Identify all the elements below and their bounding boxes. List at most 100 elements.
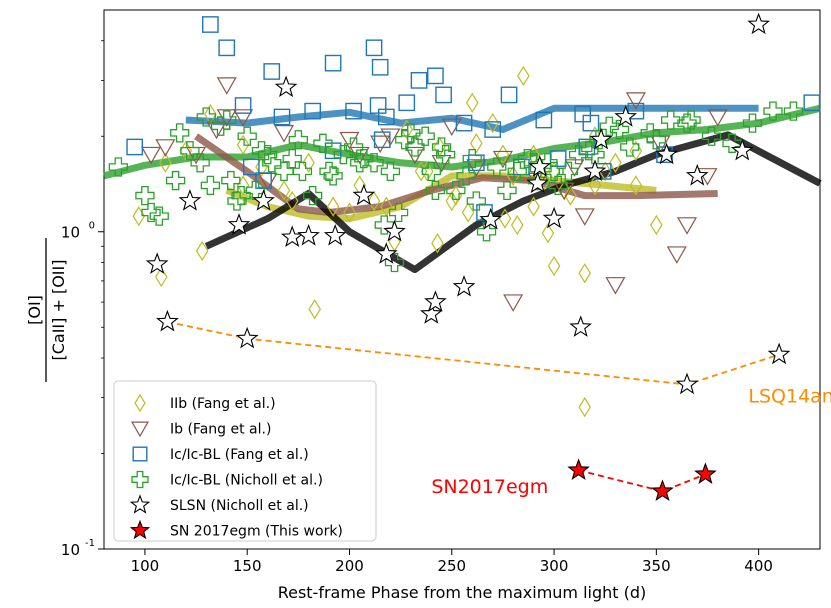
marker-iib (159, 152, 172, 173)
marker-icbl (455, 114, 473, 132)
legend-marker-slsn (129, 494, 151, 514)
marker-nichollic (568, 144, 589, 165)
y-tick-label: 10 (61, 541, 80, 559)
x-tick-label: 400 (744, 557, 773, 575)
marker-slsn (452, 275, 476, 297)
x-tick-label: 250 (437, 557, 466, 575)
marker-iib (498, 208, 512, 229)
marker-nichollic (456, 166, 476, 186)
marker-nichollic (237, 126, 257, 146)
marker-icbl (371, 58, 389, 76)
marker-iib (465, 92, 479, 113)
marker-icbl (273, 108, 291, 126)
marker-nichollic (620, 137, 640, 157)
marker-nichollic (303, 185, 323, 206)
marker-slsn (569, 315, 592, 337)
marker-lsq14an (675, 372, 699, 395)
marker-nichollic (258, 144, 278, 165)
marker-nichollic (466, 191, 486, 211)
marker-nichollic (585, 144, 605, 165)
marker-slsn (323, 224, 347, 246)
marker-iib (154, 266, 168, 288)
marker-iib (588, 175, 602, 196)
marker-iib (578, 396, 592, 418)
marker-iib (629, 140, 643, 161)
marker-icbl (582, 114, 600, 132)
marker-nichollic (661, 110, 681, 130)
marker-nichollic (108, 157, 128, 177)
marker-iib (343, 202, 356, 223)
marker-lsq14an (235, 326, 259, 349)
marker-iib (204, 103, 217, 125)
marker-nichollic (190, 153, 210, 173)
marker-icbl (242, 158, 260, 176)
legend-label-sn2017egm: SN 2017egm (This work) (170, 524, 343, 540)
legend: IIb (Fang et al.) Ib (Fang et al.) Ic/Ic-B… (113, 380, 377, 542)
marker-iib (578, 263, 592, 284)
marker-icbl (218, 39, 236, 57)
connector-lsq14an (167, 320, 780, 386)
marker-ib (564, 159, 585, 177)
marker-icbl (324, 54, 342, 72)
x-tick-label: 300 (540, 557, 569, 575)
marker-ib (574, 208, 595, 226)
x-tick-label: 350 (642, 557, 671, 575)
marker-nichollic (681, 110, 701, 130)
marker-slsn (526, 171, 549, 194)
marker-icbl (373, 131, 391, 149)
marker-nichollic (354, 148, 374, 169)
marker-nichollic (646, 130, 666, 150)
marker-slsn (178, 189, 202, 211)
marker-ib (503, 294, 524, 312)
marker-nichollic (401, 123, 421, 143)
marker-ib (206, 121, 227, 140)
y-tick-label-exponent: -1 (85, 538, 95, 549)
legend-marker-nichollic (131, 470, 149, 489)
marker-nichollic (462, 148, 482, 169)
marker-sn2017egm (567, 458, 590, 480)
marker-slsn (375, 242, 398, 264)
marker-iib (510, 214, 524, 236)
y-axis-label-numerator: [OI] (25, 295, 44, 325)
marker-ib (625, 92, 646, 110)
marker-nichollic (292, 161, 313, 182)
marker-slsn (479, 207, 503, 230)
marker-icbl (304, 102, 322, 120)
marker-ib (273, 125, 295, 143)
marker-nichollic (415, 126, 435, 146)
marker-slsn (614, 105, 638, 127)
trend-line-ib-trend (194, 133, 718, 216)
y-axis-label: [OI] [CaII] + [OII] (25, 238, 68, 382)
marker-nichollic (323, 166, 343, 186)
legend-marker-ib (130, 421, 150, 438)
marker-slsn (424, 290, 447, 312)
marker-nichollic (170, 123, 190, 143)
marker-icbl (803, 94, 821, 112)
marker-nichollic (701, 126, 722, 146)
marker-nichollic (763, 101, 783, 121)
marker-iib (326, 196, 340, 217)
marker-sn2017egm (694, 462, 717, 484)
marker-iib (629, 175, 643, 196)
marker-ib (666, 246, 687, 264)
marker-iib (400, 119, 414, 140)
legend-marker-sn2017egm (129, 519, 151, 540)
legend-box (113, 380, 377, 542)
marker-icbl (365, 39, 383, 57)
marker-icbl (398, 94, 416, 112)
marker-slsn (274, 75, 298, 98)
marker-iib (461, 202, 475, 223)
marker-icbl (500, 86, 518, 104)
marker-nichollic (405, 137, 425, 157)
marker-slsn (297, 224, 320, 246)
marker-nichollic (217, 110, 237, 130)
marker-nichollic (421, 161, 441, 182)
marker-icbl (202, 16, 219, 33)
marker-slsn (730, 138, 754, 161)
marker-lsq14an (767, 342, 791, 365)
marker-nichollic (548, 175, 568, 196)
legend-label-icbl: Ic/Ic-BL (Fang et al.) (170, 447, 309, 463)
marker-nichollic (288, 130, 308, 150)
marker-icbl (627, 102, 645, 120)
marker-iib (527, 196, 540, 217)
